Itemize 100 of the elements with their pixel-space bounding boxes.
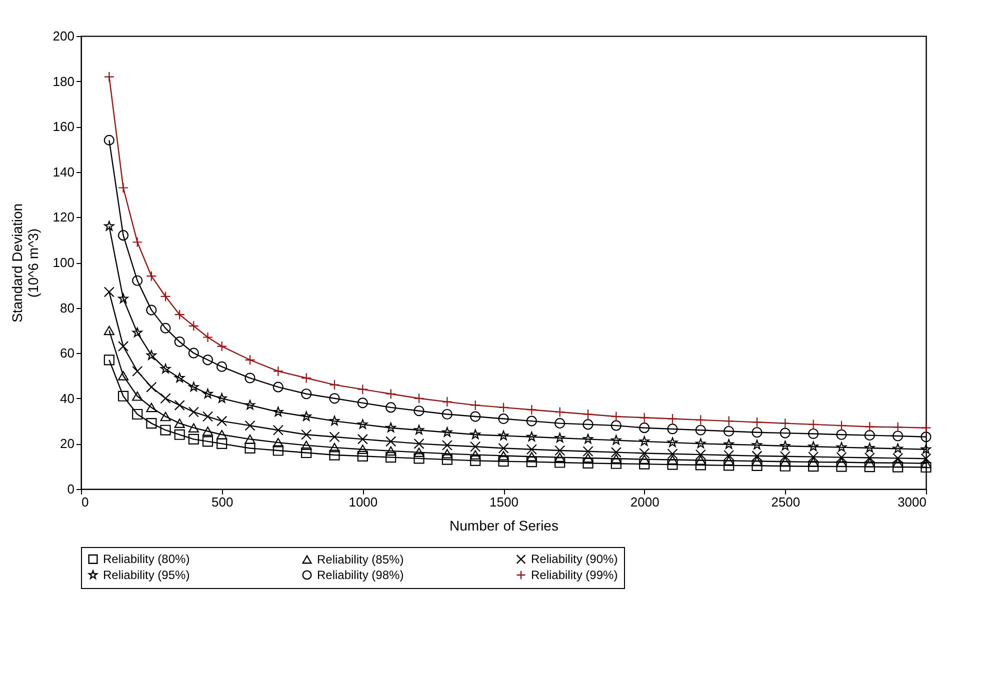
point xyxy=(118,182,129,194)
point xyxy=(188,434,199,444)
point xyxy=(160,291,171,302)
point xyxy=(498,414,509,424)
point xyxy=(216,361,228,372)
point xyxy=(554,418,566,429)
point xyxy=(724,416,734,426)
point xyxy=(272,366,284,377)
point xyxy=(639,436,650,446)
point xyxy=(132,366,143,377)
point xyxy=(202,436,214,447)
point xyxy=(216,341,228,352)
point xyxy=(329,442,340,452)
point xyxy=(470,450,481,460)
point xyxy=(244,434,256,444)
point xyxy=(104,220,114,231)
point xyxy=(639,454,650,464)
point xyxy=(386,452,396,463)
point xyxy=(892,422,904,432)
point xyxy=(836,461,847,472)
point xyxy=(442,449,452,458)
point xyxy=(244,354,256,366)
point xyxy=(780,460,790,472)
point xyxy=(146,418,157,429)
point xyxy=(667,413,678,424)
point xyxy=(104,286,114,298)
point xyxy=(920,462,932,473)
point xyxy=(216,430,228,440)
legend-label: Reliability (80%) xyxy=(103,552,190,566)
point xyxy=(202,388,213,398)
point xyxy=(724,426,734,437)
point xyxy=(836,429,847,440)
point xyxy=(582,419,594,430)
point xyxy=(301,411,312,421)
legend-label: Reliability (85%) xyxy=(317,552,404,566)
point xyxy=(329,432,340,442)
point xyxy=(498,402,509,413)
point xyxy=(118,341,129,352)
point xyxy=(118,230,129,241)
y-tick-label: 40 xyxy=(60,390,74,406)
point xyxy=(386,402,396,413)
point xyxy=(272,438,284,448)
point xyxy=(526,416,537,426)
y-tick-label: 120 xyxy=(52,210,74,225)
point xyxy=(202,354,214,366)
point xyxy=(357,398,368,408)
point xyxy=(202,426,214,436)
point xyxy=(160,424,171,436)
x-tick-label: 3000 xyxy=(898,494,926,510)
point xyxy=(244,442,256,454)
point xyxy=(526,444,537,455)
point xyxy=(752,416,762,428)
point xyxy=(836,458,847,467)
point xyxy=(554,406,566,418)
point xyxy=(160,412,171,422)
point xyxy=(695,449,706,460)
point xyxy=(104,326,114,336)
y-tick-label: 20 xyxy=(60,436,74,452)
point xyxy=(442,454,452,465)
point xyxy=(174,372,185,382)
point xyxy=(920,422,932,434)
point xyxy=(892,462,904,472)
x-tick-label: 2000 xyxy=(630,494,660,510)
point xyxy=(442,427,452,437)
point xyxy=(752,456,762,466)
y-tick-label: 100 xyxy=(52,255,74,270)
point xyxy=(667,448,678,460)
point xyxy=(470,400,481,410)
point xyxy=(244,400,256,410)
point xyxy=(301,440,312,450)
point xyxy=(498,442,509,454)
point xyxy=(554,457,566,468)
point xyxy=(864,442,875,452)
point xyxy=(582,458,594,468)
point xyxy=(470,441,481,452)
point xyxy=(442,408,452,420)
point xyxy=(920,458,932,468)
point xyxy=(132,408,143,420)
point xyxy=(414,438,424,449)
point xyxy=(695,456,706,465)
point xyxy=(582,434,594,444)
point xyxy=(216,393,227,403)
point xyxy=(610,458,622,469)
point xyxy=(780,440,790,450)
point xyxy=(920,444,932,454)
y-tick-label: 80 xyxy=(60,300,74,316)
x-tick-label: 2500 xyxy=(771,494,800,510)
point xyxy=(610,454,622,464)
point xyxy=(174,400,185,410)
point xyxy=(526,452,537,462)
y-tick-label: 140 xyxy=(52,164,74,180)
point xyxy=(301,388,312,400)
legend-label: Reliability (98%) xyxy=(317,568,404,582)
point xyxy=(386,446,396,456)
point xyxy=(470,411,481,422)
point xyxy=(752,460,762,471)
point xyxy=(752,440,762,450)
point xyxy=(610,420,622,431)
point xyxy=(174,418,185,428)
point xyxy=(132,275,143,286)
